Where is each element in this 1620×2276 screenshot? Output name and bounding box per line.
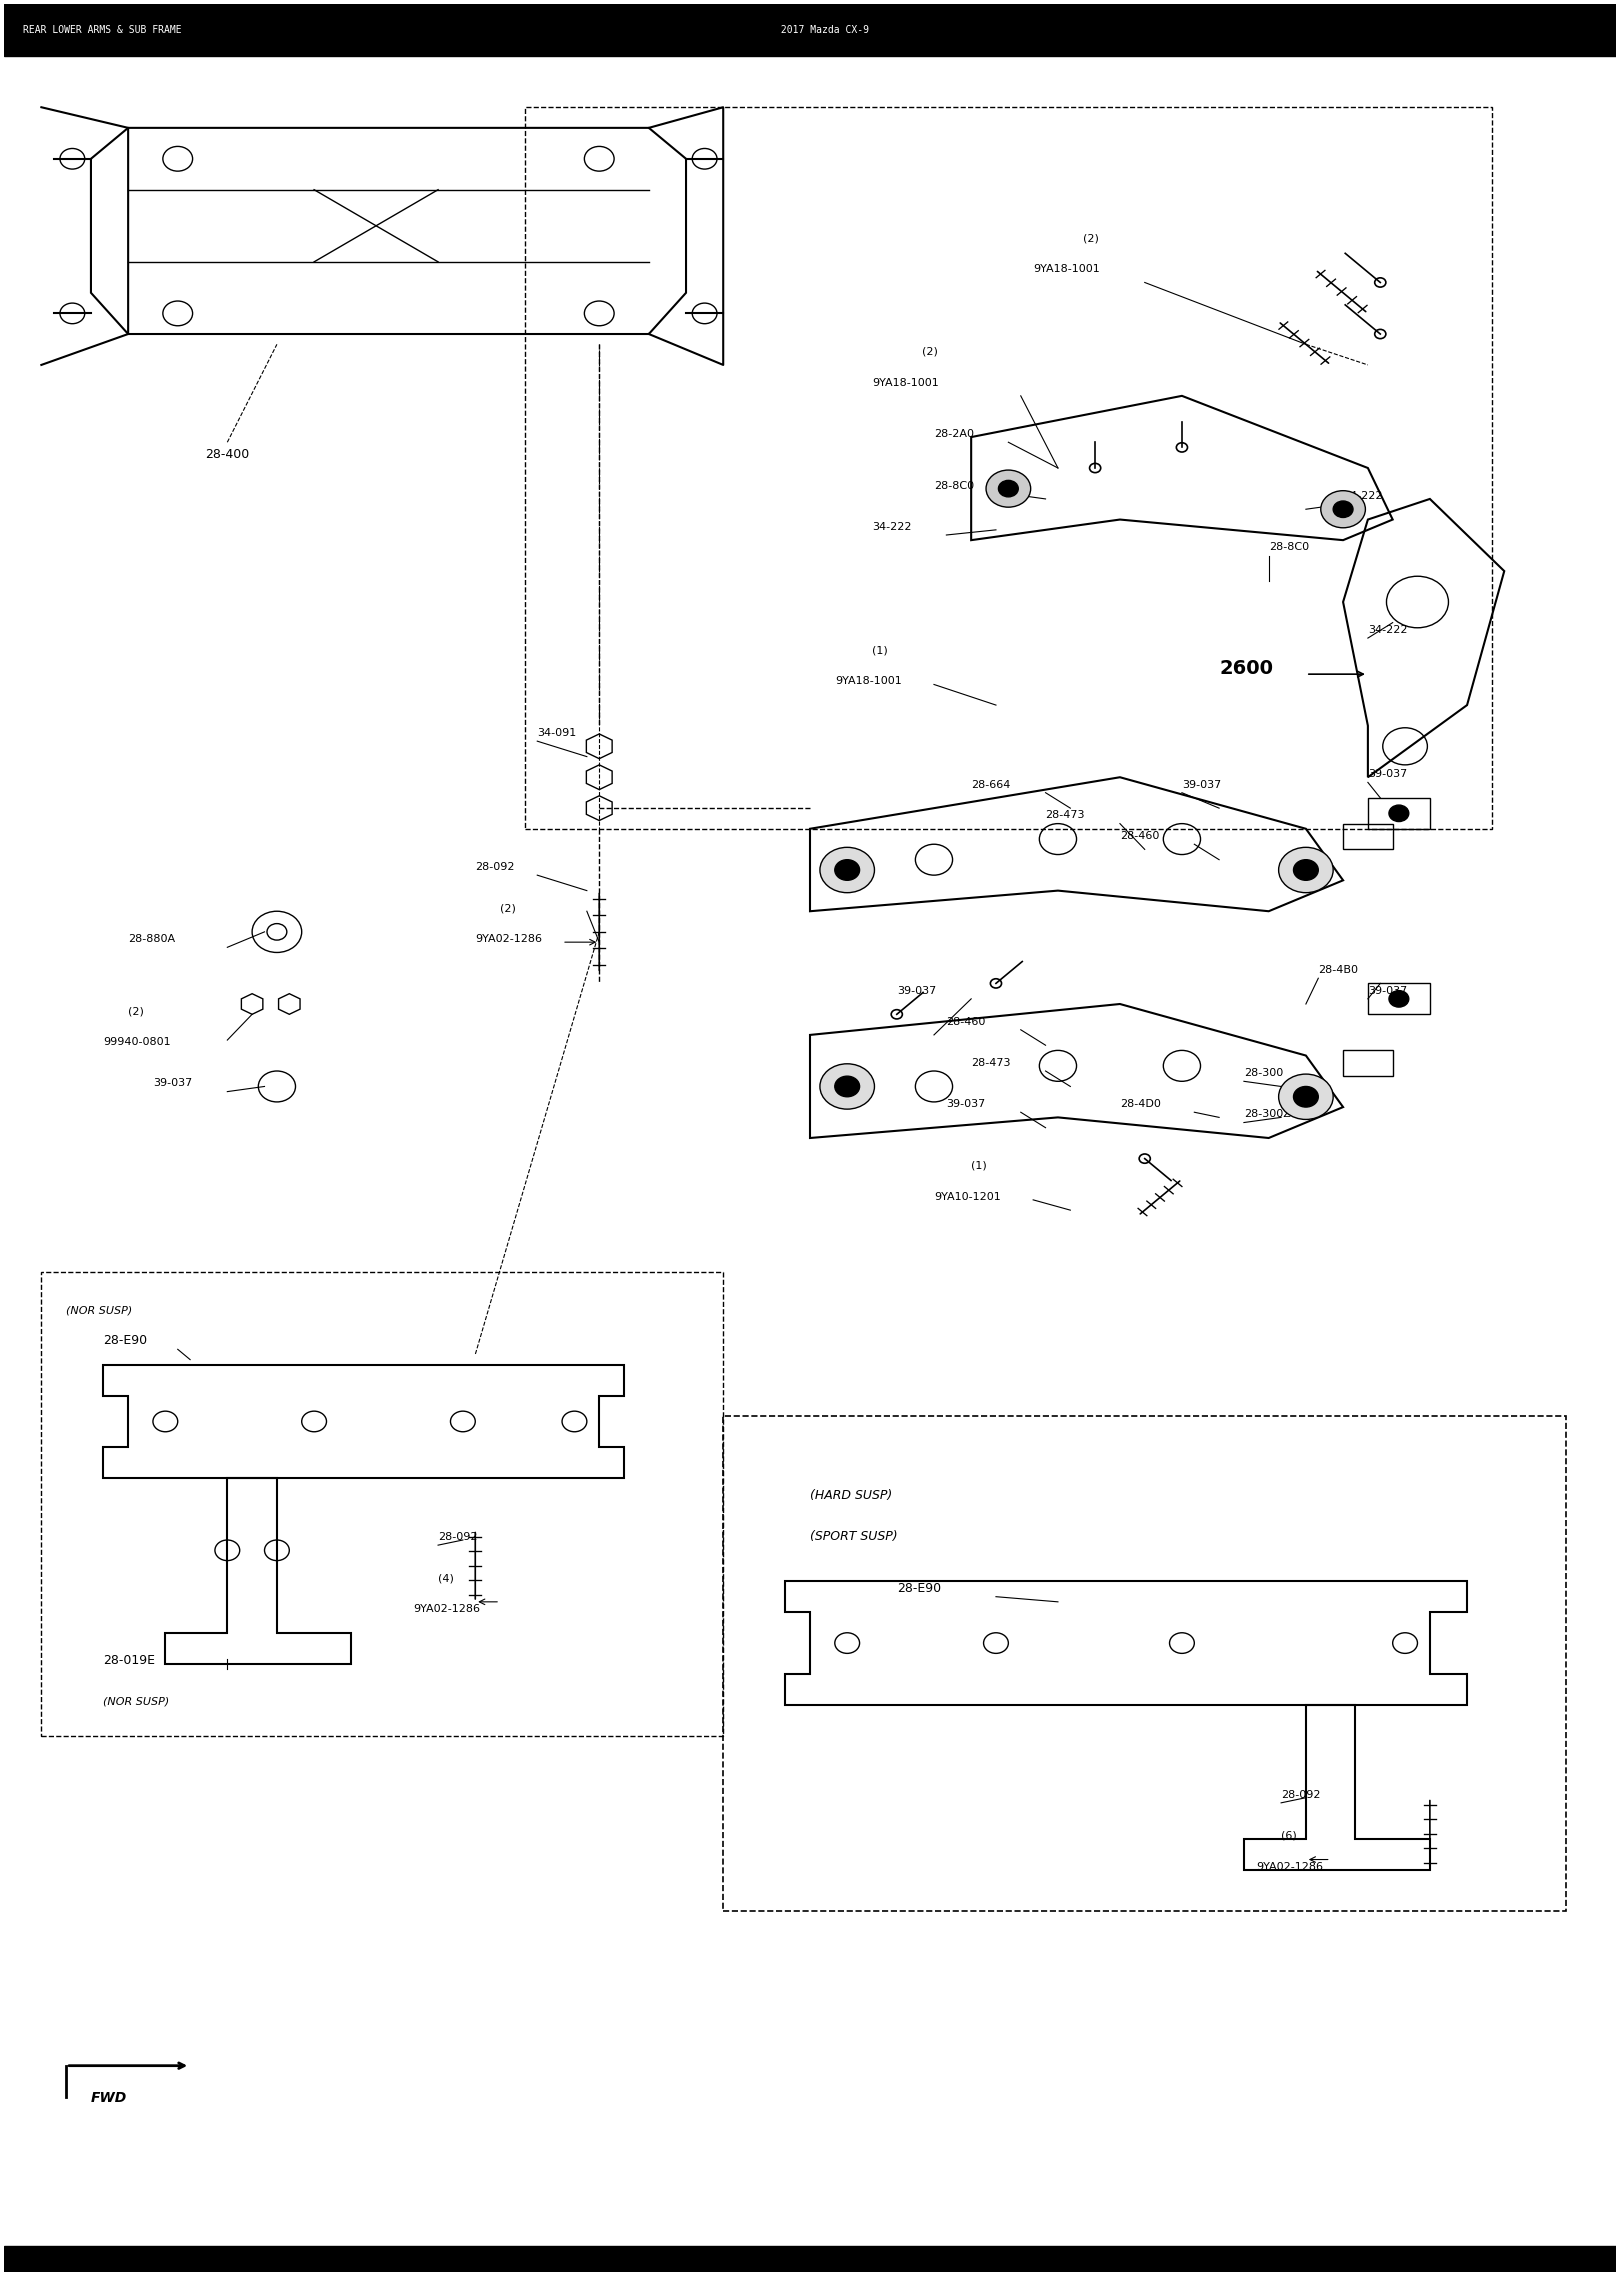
Text: 39-037: 39-037 xyxy=(1183,781,1221,790)
Text: 34-222: 34-222 xyxy=(1367,626,1408,635)
Circle shape xyxy=(820,847,875,892)
Text: 39-037: 39-037 xyxy=(1367,986,1408,995)
Bar xyxy=(723,1416,1567,1912)
Text: (2): (2) xyxy=(922,346,938,357)
Text: 28-E90: 28-E90 xyxy=(104,1334,147,1347)
Text: 39-037: 39-037 xyxy=(946,1099,985,1108)
Text: 2600: 2600 xyxy=(1220,660,1273,678)
Text: 9YA02-1286: 9YA02-1286 xyxy=(413,1605,480,1614)
Circle shape xyxy=(1293,1086,1319,1106)
Bar xyxy=(1343,1052,1393,1077)
Text: (2): (2) xyxy=(501,904,515,913)
Circle shape xyxy=(998,480,1019,496)
Text: 34-222: 34-222 xyxy=(872,521,912,533)
Text: 99940-0801: 99940-0801 xyxy=(104,1038,172,1047)
Text: 28-300: 28-300 xyxy=(1244,1067,1283,1079)
Circle shape xyxy=(834,860,860,881)
Text: REAR LOWER ARMS & SUB FRAME                                                     : REAR LOWER ARMS & SUB FRAME xyxy=(23,25,868,34)
Text: 28-8C0: 28-8C0 xyxy=(1268,542,1309,553)
Circle shape xyxy=(1388,806,1409,822)
Text: 28-300Z: 28-300Z xyxy=(1244,1108,1291,1120)
Text: 28-400: 28-400 xyxy=(206,448,249,460)
Circle shape xyxy=(1333,501,1353,517)
Text: 9YA18-1001: 9YA18-1001 xyxy=(872,378,938,387)
Text: 28-880A: 28-880A xyxy=(128,933,175,945)
Text: 28-019E: 28-019E xyxy=(104,1655,156,1666)
Text: 34-222: 34-222 xyxy=(1343,492,1382,501)
Bar xyxy=(1367,983,1430,1015)
Text: 39-037: 39-037 xyxy=(1367,769,1408,778)
Circle shape xyxy=(1293,860,1319,881)
Text: 28-460: 28-460 xyxy=(946,1017,985,1026)
Text: 9YA02-1286: 9YA02-1286 xyxy=(475,933,543,945)
Bar xyxy=(5,2246,1615,2271)
Text: (2): (2) xyxy=(128,1006,144,1017)
Circle shape xyxy=(1320,492,1366,528)
Text: (1): (1) xyxy=(872,646,888,655)
Text: (6): (6) xyxy=(1281,1830,1298,1841)
Bar xyxy=(42,1272,723,1737)
Circle shape xyxy=(1278,1074,1333,1120)
Text: (SPORT SUSP): (SPORT SUSP) xyxy=(810,1529,897,1543)
Text: 28-092: 28-092 xyxy=(437,1532,478,1543)
Text: (2): (2) xyxy=(1082,232,1098,244)
Text: 28-8C0: 28-8C0 xyxy=(935,480,974,492)
Text: 39-037: 39-037 xyxy=(152,1079,193,1088)
Text: 28-092: 28-092 xyxy=(475,863,515,872)
Text: (HARD SUSP): (HARD SUSP) xyxy=(810,1489,893,1502)
Text: (NOR SUSP): (NOR SUSP) xyxy=(104,1698,170,1707)
Text: 39-037: 39-037 xyxy=(897,986,936,995)
Text: 28-460: 28-460 xyxy=(1119,831,1160,842)
Text: (4): (4) xyxy=(437,1573,454,1584)
Circle shape xyxy=(834,1077,860,1097)
Text: FWD: FWD xyxy=(91,2092,128,2105)
Text: 28-664: 28-664 xyxy=(970,781,1011,790)
Text: 9YA10-1201: 9YA10-1201 xyxy=(935,1193,1001,1202)
Bar xyxy=(1367,799,1430,828)
Circle shape xyxy=(1388,990,1409,1006)
Text: (NOR SUSP): (NOR SUSP) xyxy=(66,1304,133,1316)
Bar xyxy=(1343,824,1393,849)
Text: 28-4B0: 28-4B0 xyxy=(1319,965,1358,974)
Text: 28-2A0: 28-2A0 xyxy=(935,430,974,439)
Text: 28-092: 28-092 xyxy=(1281,1789,1320,1800)
Bar xyxy=(525,107,1492,828)
Bar xyxy=(5,5,1615,55)
Text: 9YA02-1286: 9YA02-1286 xyxy=(1256,1862,1324,1871)
Circle shape xyxy=(1278,847,1333,892)
Text: 28-E90: 28-E90 xyxy=(897,1582,941,1595)
Text: 28-473: 28-473 xyxy=(970,1058,1011,1067)
Circle shape xyxy=(820,1063,875,1108)
Text: 34-091: 34-091 xyxy=(538,728,577,737)
Circle shape xyxy=(987,471,1030,508)
Text: 9YA18-1001: 9YA18-1001 xyxy=(1034,264,1100,273)
Text: 28-473: 28-473 xyxy=(1045,810,1085,819)
Text: 28-4D0: 28-4D0 xyxy=(1119,1099,1162,1108)
Text: (1): (1) xyxy=(970,1161,987,1170)
Text: 9YA18-1001: 9YA18-1001 xyxy=(834,676,902,687)
